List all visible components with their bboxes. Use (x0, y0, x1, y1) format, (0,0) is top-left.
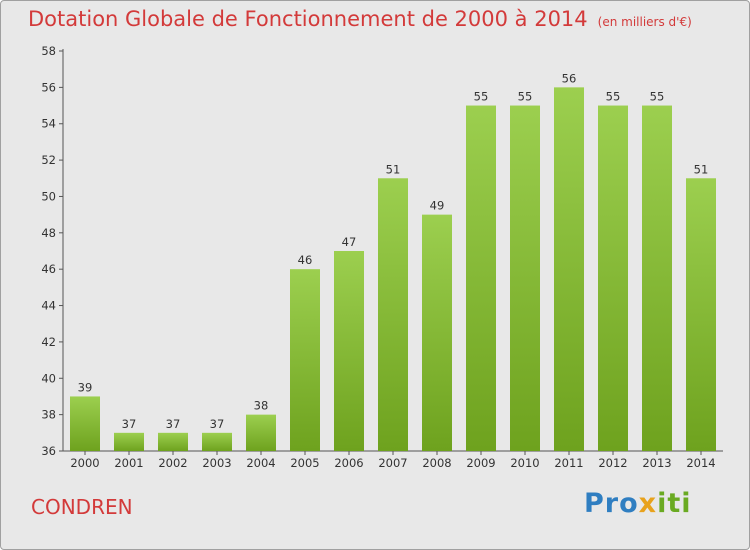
x-tick-label: 2012 (598, 456, 627, 470)
y-tick-label: 58 (41, 44, 56, 58)
y-tick-label: 38 (41, 408, 56, 422)
bar-2006 (334, 251, 364, 451)
bar-2011 (554, 87, 584, 451)
x-tick-label: 2002 (158, 456, 187, 470)
data-label: 55 (474, 90, 489, 104)
bar-2003 (202, 432, 232, 451)
data-label: 37 (166, 417, 181, 431)
commune-name: CONDREN (31, 495, 133, 519)
data-label: 46 (298, 253, 313, 267)
y-tick-label: 50 (41, 189, 56, 203)
data-label: 47 (342, 235, 357, 249)
x-tick-label: 2004 (246, 456, 275, 470)
data-label: 55 (606, 90, 621, 104)
bar-2005 (290, 269, 320, 451)
data-label: 49 (430, 199, 445, 213)
data-label: 55 (650, 90, 665, 104)
unit-label: (en milliers d'€) (597, 15, 692, 29)
y-tick-label: 52 (41, 153, 56, 167)
x-tick-label: 2000 (70, 456, 99, 470)
x-tick-label: 2005 (290, 456, 319, 470)
data-label: 56 (562, 71, 577, 85)
data-label: 38 (254, 399, 269, 413)
data-label: 51 (386, 162, 401, 176)
x-tick-label: 2013 (642, 456, 671, 470)
data-label: 51 (694, 162, 709, 176)
data-label: 39 (78, 380, 93, 394)
bar-2013 (642, 105, 672, 451)
x-tick-label: 2008 (422, 456, 451, 470)
x-tick-label: 2003 (202, 456, 231, 470)
proxiti-logo: Proxiti (584, 488, 692, 519)
bar-2001 (114, 432, 144, 451)
data-label: 37 (122, 417, 137, 431)
bar-2014 (686, 178, 716, 452)
y-tick-label: 56 (41, 80, 56, 94)
y-tick-label: 54 (41, 117, 56, 131)
bar-2012 (598, 105, 628, 451)
y-tick-label: 40 (41, 371, 56, 385)
y-tick-label: 42 (41, 335, 56, 349)
x-tick-label: 2007 (378, 456, 407, 470)
bar-2004 (246, 414, 276, 451)
x-tick-label: 2014 (686, 456, 715, 470)
x-tick-label: 2001 (114, 456, 143, 470)
x-tick-label: 2010 (510, 456, 539, 470)
y-tick-label: 36 (41, 444, 56, 458)
bar-2009 (466, 105, 496, 451)
bar-2002 (158, 432, 188, 451)
y-tick-label: 44 (41, 299, 56, 313)
x-tick-label: 2006 (334, 456, 363, 470)
bar-2000 (70, 396, 100, 451)
chart-title: Dotation Globale de Fonctionnement de 20… (28, 7, 692, 31)
data-label: 55 (518, 90, 533, 104)
title-text: Dotation Globale de Fonctionnement de 20… (28, 7, 588, 31)
bar-2007 (378, 178, 408, 452)
x-tick-label: 2011 (554, 456, 583, 470)
data-label: 37 (210, 417, 225, 431)
bar-2010 (510, 105, 540, 451)
y-tick-label: 48 (41, 226, 56, 240)
y-tick-label: 46 (41, 262, 56, 276)
bar-2008 (422, 214, 452, 451)
x-tick-label: 2009 (466, 456, 495, 470)
